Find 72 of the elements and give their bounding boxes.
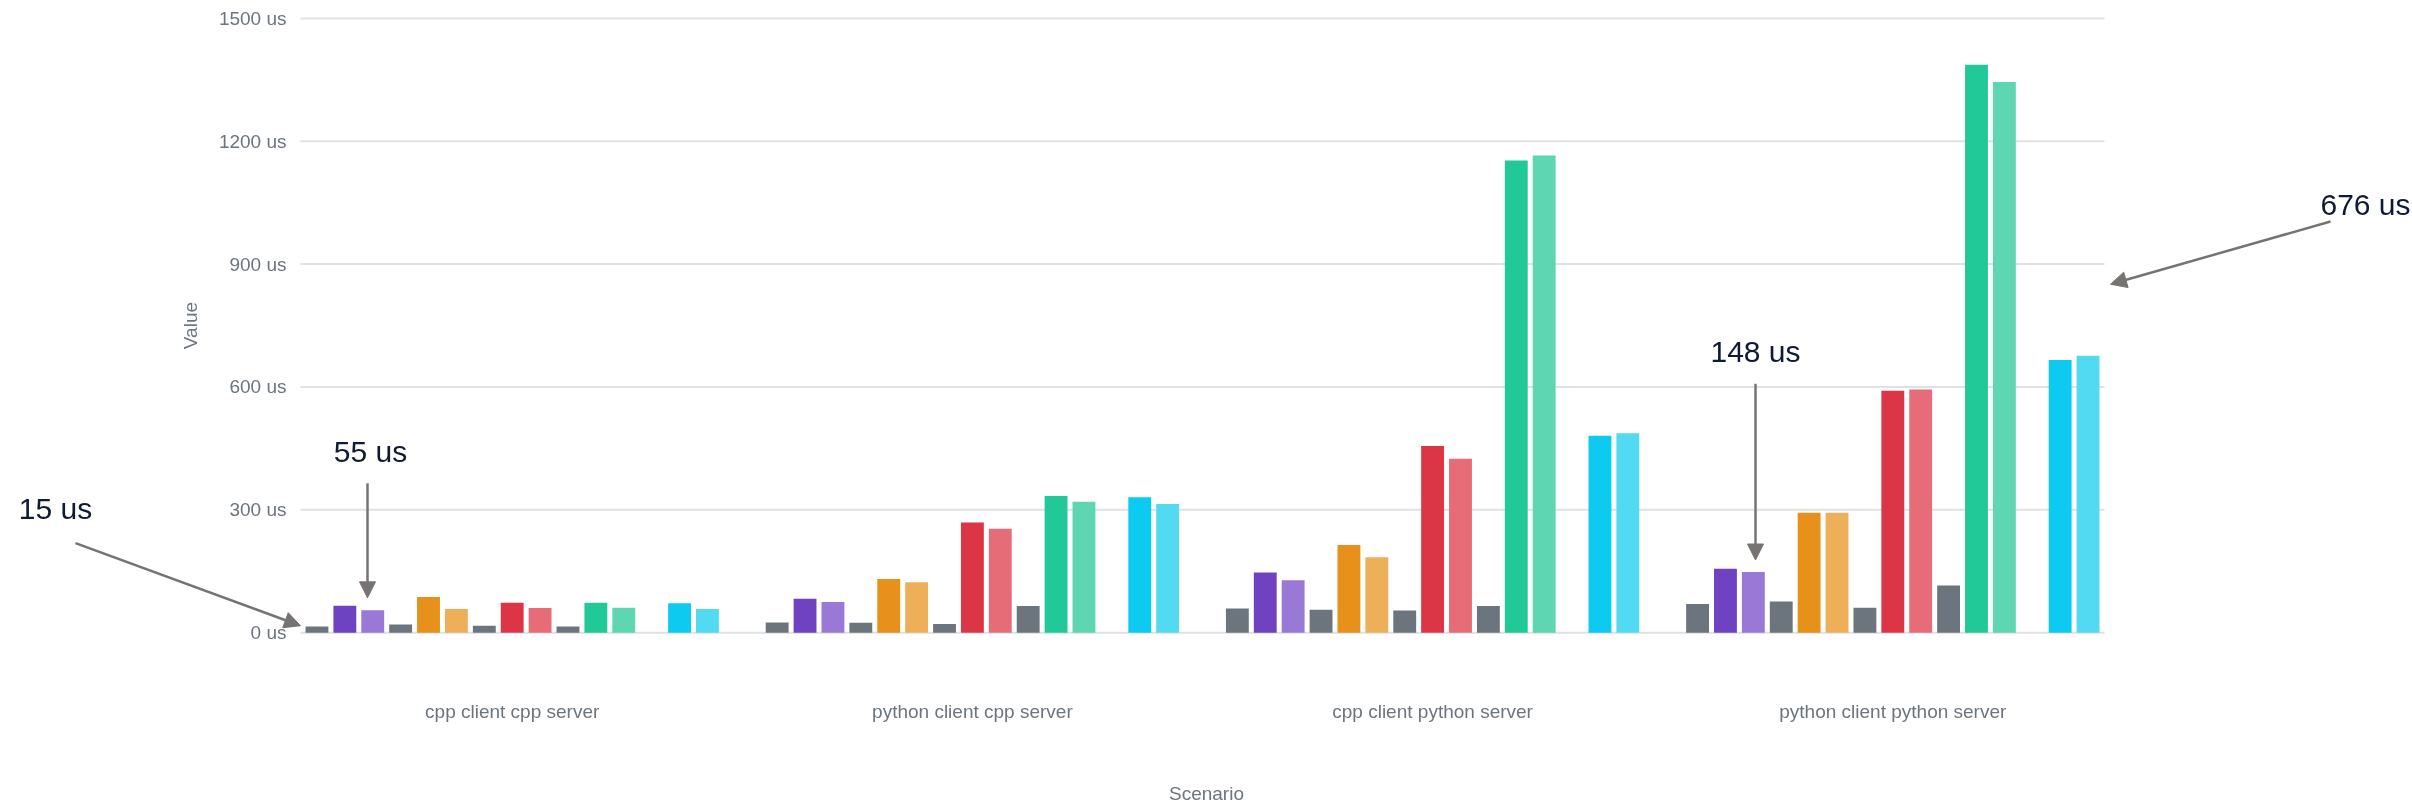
bar — [1909, 389, 1933, 633]
bar — [2076, 355, 2100, 633]
bar — [877, 579, 901, 633]
bar — [1532, 155, 1556, 633]
bar — [444, 608, 468, 633]
bar — [1281, 580, 1305, 633]
bar — [1881, 390, 1905, 633]
x-tick-label: cpp client python server — [1332, 700, 1534, 722]
bar — [765, 622, 789, 633]
bar — [1128, 497, 1152, 633]
bar — [905, 582, 929, 633]
bar — [333, 605, 357, 633]
bar — [849, 622, 873, 633]
x-tick-label: python client cpp server — [872, 700, 1074, 722]
bar — [1825, 512, 1849, 633]
bar — [933, 624, 956, 633]
text: 15 us — [18, 491, 93, 525]
annotation: 148 us — [1710, 335, 1801, 369]
bar — [1714, 568, 1737, 633]
annotation: 55 us — [333, 434, 408, 468]
y-tick-label: 1500 us — [218, 7, 287, 29]
bar — [696, 608, 719, 633]
bar — [1044, 495, 1068, 633]
bar — [361, 610, 385, 633]
bar — [1016, 606, 1040, 633]
bar — [1965, 64, 1988, 633]
bar — [821, 601, 845, 633]
bar — [2048, 359, 2072, 633]
bar — [960, 522, 984, 633]
bar — [612, 607, 636, 633]
bar — [472, 625, 496, 633]
x-tick-label: cpp client cpp server — [425, 700, 600, 722]
bar — [1337, 545, 1361, 633]
y-axis-title: Value — [180, 301, 201, 350]
bar — [584, 602, 608, 633]
bar — [1225, 608, 1249, 633]
bar — [389, 624, 413, 633]
bar — [793, 598, 817, 633]
y-tick-label: 0 us — [250, 622, 287, 644]
bar — [1156, 504, 1180, 633]
bar — [305, 626, 329, 633]
bar — [417, 597, 440, 633]
bar — [988, 528, 1012, 633]
bar — [1937, 585, 1961, 633]
bar — [528, 608, 552, 633]
bar — [1853, 607, 1877, 633]
bar — [1992, 81, 2016, 633]
y-tick-label: 600 us — [229, 376, 287, 398]
bar — [500, 602, 524, 633]
bar — [1686, 604, 1709, 633]
x-tick-label: python client python server — [1779, 700, 2008, 722]
bar — [1309, 609, 1333, 633]
bar — [1588, 435, 1612, 633]
bar — [1504, 160, 1528, 633]
bar — [668, 603, 691, 633]
bar — [1253, 572, 1277, 633]
bar — [1769, 601, 1793, 633]
bar — [1616, 433, 1640, 633]
bar — [1449, 458, 1472, 633]
bar — [1365, 557, 1389, 633]
bar — [1741, 572, 1765, 633]
text: 676 us — [2320, 188, 2411, 222]
bar — [1421, 445, 1445, 633]
bar — [1797, 512, 1821, 633]
bar — [1072, 501, 1096, 633]
bar — [1393, 610, 1417, 633]
bar — [556, 626, 580, 633]
bar — [1476, 606, 1500, 633]
x-axis-title: Scenario — [1169, 782, 1245, 804]
y-tick-label: 300 us — [229, 499, 287, 521]
y-tick-label: 1200 us — [218, 130, 287, 152]
y-tick-label: 900 us — [229, 253, 287, 275]
